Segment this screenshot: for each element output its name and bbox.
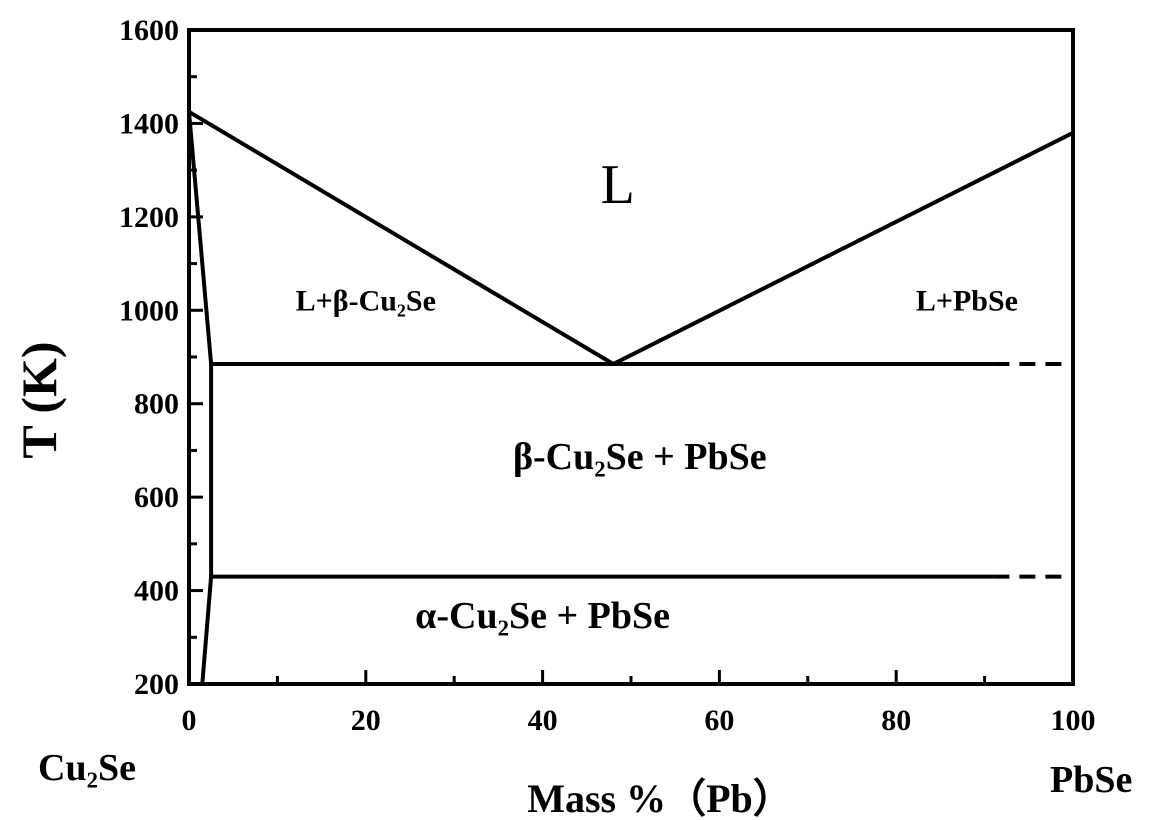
x-tick-label: 40 (528, 704, 558, 737)
y-tick-label: 1400 (119, 107, 179, 140)
x-tick-label: 80 (881, 704, 911, 737)
tick-labels: 0 20 40 60 80 100 200 400 600 800 1000 1200 1400 1600 (119, 14, 1096, 737)
region-label: β-Cu₂Se + PbSe (513, 436, 767, 478)
y-axis-title: T (K) (11, 341, 67, 458)
region-label: α-Cu₂Se + PbSe (415, 595, 670, 637)
region-labels: L L+β-Cu₂Se L+PbSe β-Cu₂Se + PbSe α-Cu₂Se + … (296, 154, 1018, 637)
y-tick-label: 1600 (119, 14, 179, 47)
left-endpoint-label: Cu₂Se (38, 747, 136, 789)
phase-boundary-line (612, 131, 1074, 366)
x-tick-label: 0 (182, 704, 197, 737)
region-label: L (601, 154, 635, 216)
x-tick-label: 60 (704, 704, 734, 737)
phase-boundary-line (187, 111, 214, 365)
right-endpoint-label: PbSe (1050, 759, 1132, 801)
y-tick-label: 600 (134, 481, 179, 514)
phase-boundary-line (187, 110, 615, 366)
x-tick-label: 100 (1051, 704, 1096, 737)
region-label: L+PbSe (916, 284, 1018, 317)
y-tick-label: 1200 (119, 201, 179, 234)
y-tick-label: 200 (134, 668, 179, 701)
phase-boundaries (187, 110, 1074, 685)
y-tick-label: 800 (134, 388, 179, 421)
y-tick-label: 1000 (119, 294, 179, 327)
y-tick-label: 400 (134, 575, 179, 608)
x-axis-title: Mass %（Pb） (527, 776, 793, 820)
x-tick-label: 20 (351, 704, 381, 737)
phase-boundary-line (200, 576, 214, 685)
region-label: L+β-Cu₂Se (296, 284, 436, 317)
